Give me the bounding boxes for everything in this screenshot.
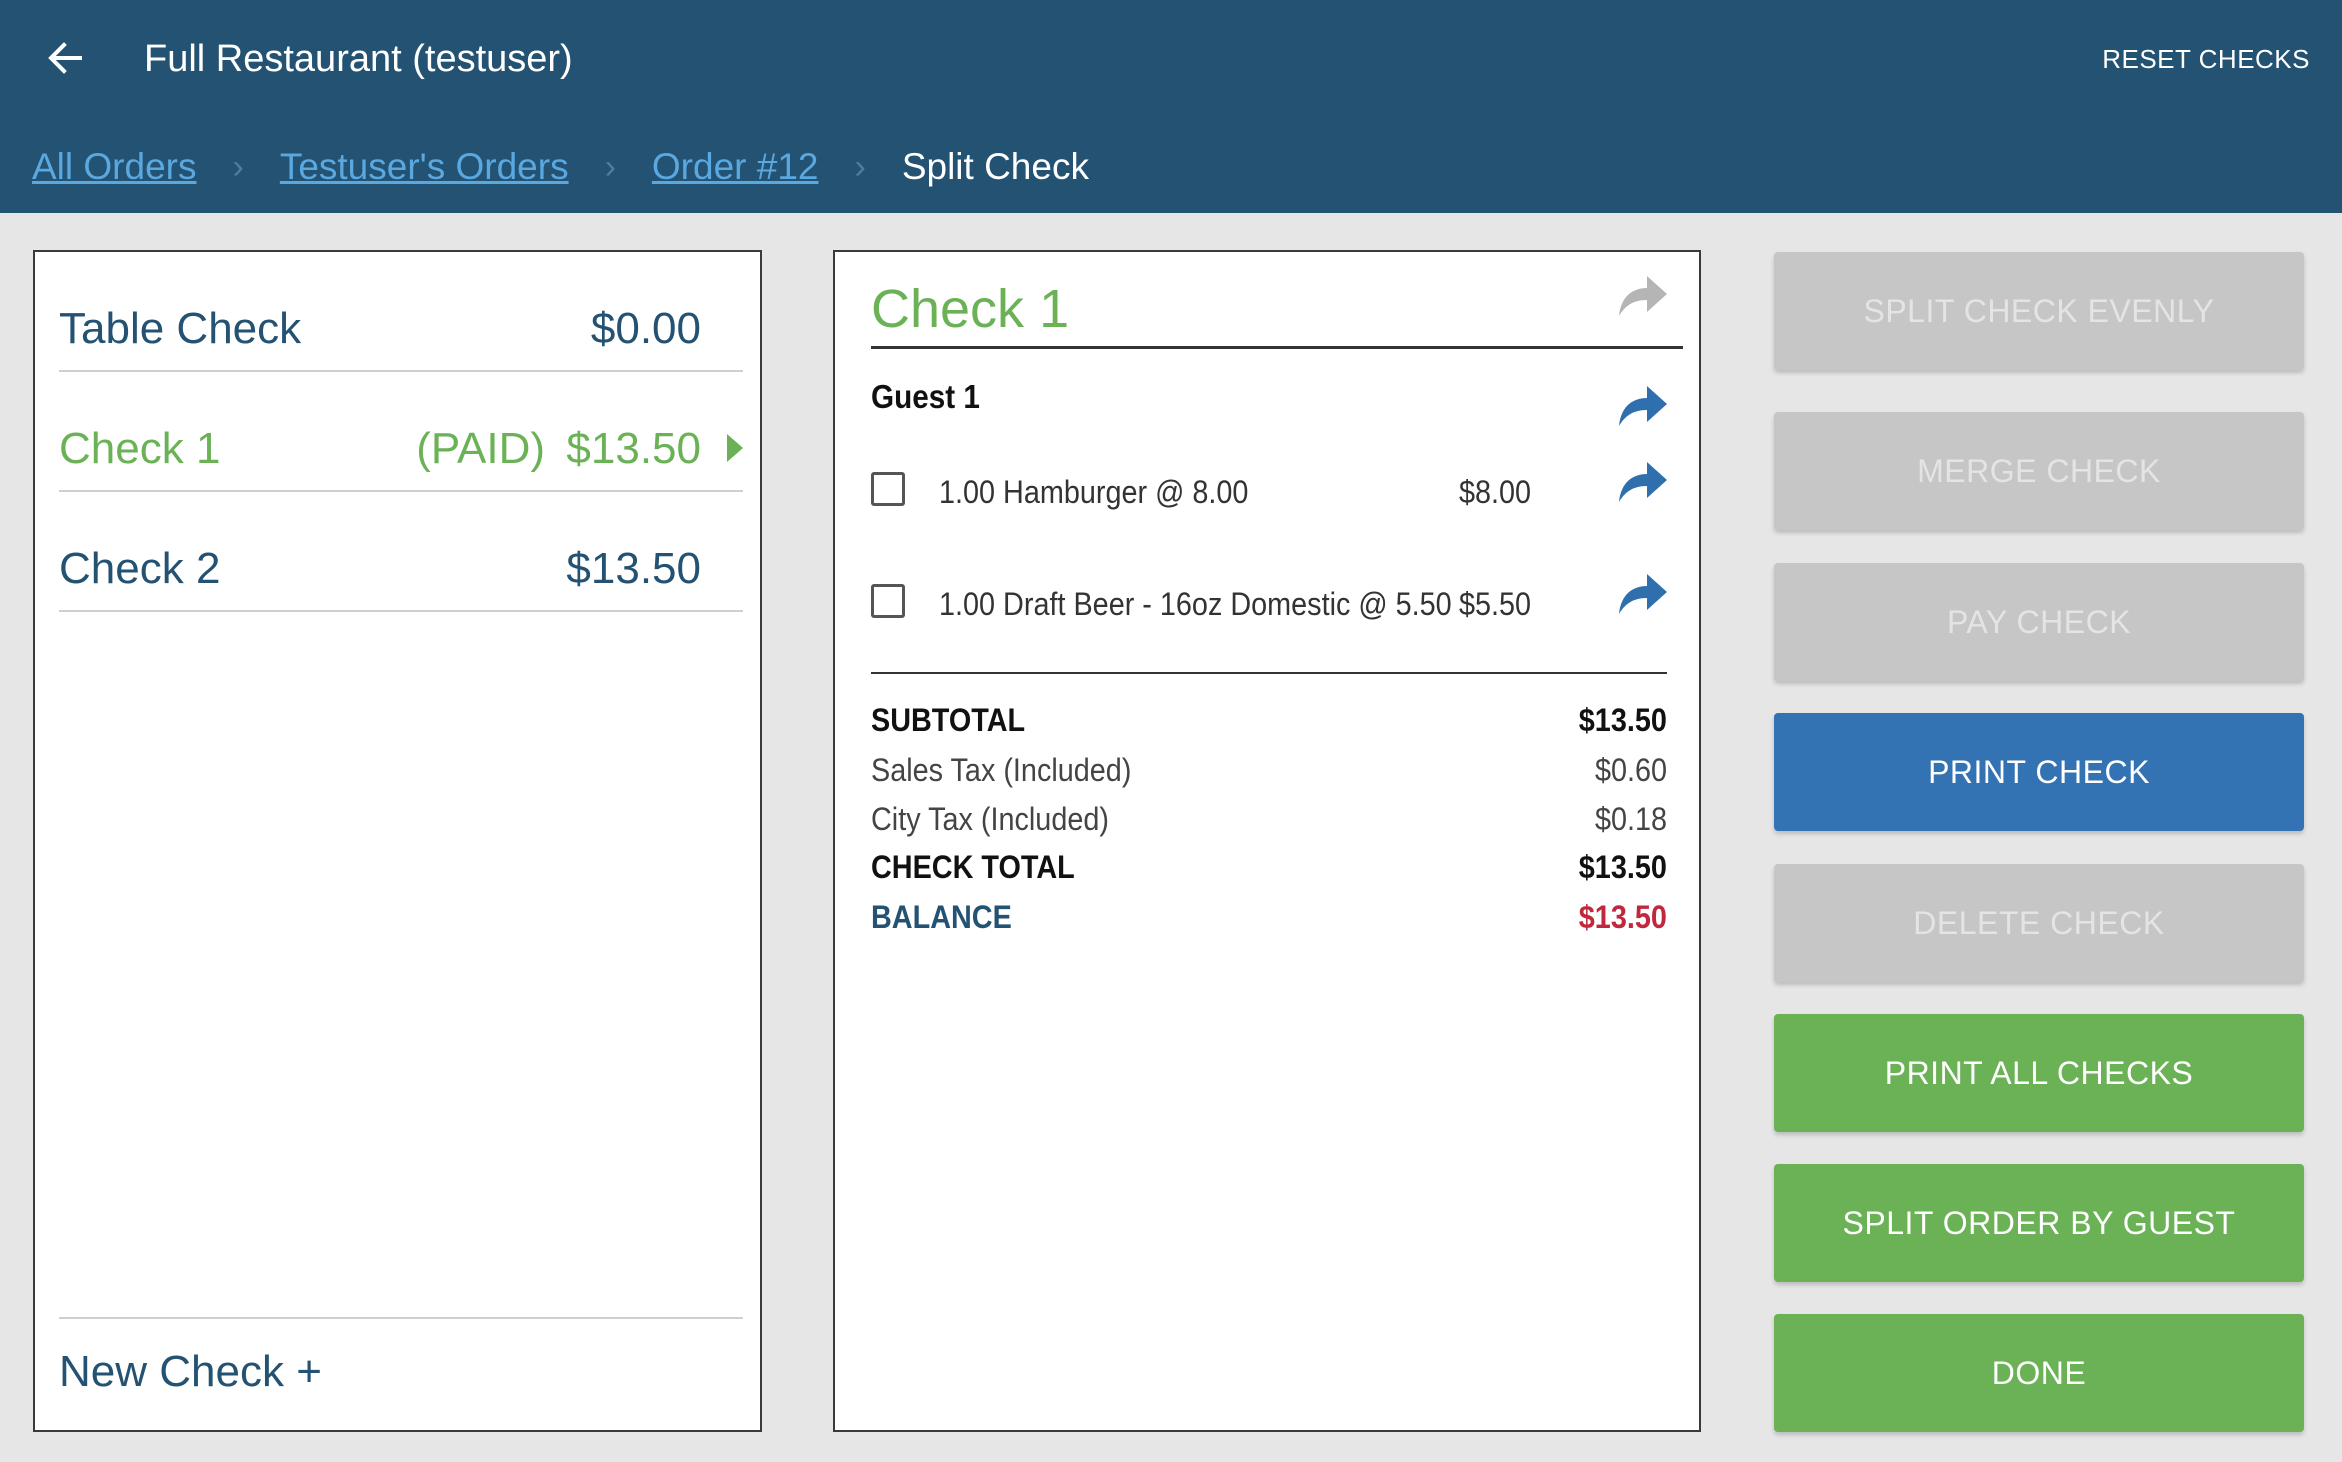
city-tax-value: $0.18 xyxy=(1594,801,1667,837)
split-check-evenly-button[interactable]: SPLIT CHECK EVENLY xyxy=(1774,252,2304,370)
subtotal-label: SUBTOTAL xyxy=(871,702,1026,738)
breadcrumb-current: Split Check xyxy=(901,146,1089,187)
back-arrow-icon xyxy=(48,42,82,74)
print-all-checks-button[interactable]: PRINT ALL CHECKS xyxy=(1774,1014,2304,1132)
check-row-table[interactable]: Table Check $0.00 xyxy=(59,252,743,372)
share-icon[interactable] xyxy=(1615,570,1669,618)
print-check-button[interactable]: PRINT CHECK xyxy=(1774,713,2304,831)
subtotal-row: SUBTOTAL $13.50 xyxy=(871,702,1667,742)
checks-list-panel: Table Check $0.00 Check 1 (PAID) $13.50 … xyxy=(33,250,762,1432)
breadcrumb: All Orders › Testuser's Orders › Order #… xyxy=(32,142,1089,192)
check-total-value: $13.50 xyxy=(1578,849,1667,885)
item-description: 1.00 Hamburger @ 8.00 xyxy=(939,474,1249,510)
selected-arrow-icon xyxy=(727,434,743,462)
chevron-right-icon: › xyxy=(232,147,244,186)
breadcrumb-all-orders[interactable]: All Orders xyxy=(32,146,197,187)
chevron-right-icon: › xyxy=(854,147,866,186)
balance-row: BALANCE $13.50 xyxy=(871,899,1667,939)
balance-label: BALANCE xyxy=(871,899,1012,935)
item-description: 1.00 Draft Beer - 16oz Domestic @ 5.50 xyxy=(939,586,1452,622)
guest-label: Guest 1 xyxy=(871,378,980,415)
check-amount: $13.50 xyxy=(566,544,701,593)
check-row-check-2[interactable]: Check 2 $13.50 xyxy=(59,492,743,612)
pay-check-button[interactable]: PAY CHECK xyxy=(1774,563,2304,681)
sales-tax-row: Sales Tax (Included) $0.60 xyxy=(871,752,1667,792)
item-price: $5.50 xyxy=(1458,586,1531,622)
list-item: 1.00 Draft Beer - 16oz Domestic @ 5.50 $… xyxy=(871,576,1651,636)
subtotal-value: $13.50 xyxy=(1578,702,1667,738)
paid-status-label: (PAID) xyxy=(416,424,545,473)
sales-tax-value: $0.60 xyxy=(1594,752,1667,788)
app-title: Full Restaurant (testuser) xyxy=(144,38,573,80)
sales-tax-label: Sales Tax (Included) xyxy=(871,752,1132,788)
share-icon[interactable] xyxy=(1615,458,1669,506)
check-detail-panel: Check 1 Guest 1 1.00 Hamburger @ 8.00 $8… xyxy=(833,250,1701,1432)
check-row-check-1[interactable]: Check 1 (PAID) $13.50 xyxy=(59,372,743,492)
split-order-by-guest-button[interactable]: SPLIT ORDER BY GUEST xyxy=(1774,1164,2304,1282)
merge-check-button[interactable]: MERGE CHECK xyxy=(1774,412,2304,530)
list-item: 1.00 Hamburger @ 8.00 $8.00 xyxy=(871,464,1651,524)
check-name: Check 1 xyxy=(59,424,221,473)
share-icon[interactable] xyxy=(1615,382,1669,430)
title-divider xyxy=(871,346,1683,349)
check-total-row: CHECK TOTAL $13.50 xyxy=(871,849,1667,889)
totals-divider xyxy=(871,672,1667,674)
share-icon[interactable] xyxy=(1615,272,1669,320)
reset-checks-button[interactable]: RESET CHECKS xyxy=(2102,44,2310,74)
check-name: Check 2 xyxy=(59,544,221,593)
breadcrumb-user-orders[interactable]: Testuser's Orders xyxy=(279,146,569,187)
check-title: Check 1 xyxy=(871,279,1070,339)
item-checkbox[interactable] xyxy=(871,584,905,618)
check-total-label: CHECK TOTAL xyxy=(871,849,1075,885)
check-amount: $0.00 xyxy=(590,304,701,353)
item-checkbox[interactable] xyxy=(871,472,905,506)
city-tax-row: City Tax (Included) $0.18 xyxy=(871,801,1667,841)
check-amount: $13.50 xyxy=(566,424,701,473)
done-button[interactable]: DONE xyxy=(1774,1314,2304,1432)
new-check-button[interactable]: New Check + xyxy=(59,1317,743,1397)
city-tax-label: City Tax (Included) xyxy=(871,801,1109,837)
breadcrumb-order[interactable]: Order #12 xyxy=(651,146,819,187)
balance-value: $13.50 xyxy=(1578,899,1667,935)
check-name: Table Check xyxy=(59,304,302,353)
app-header: Full Restaurant (testuser) RESET CHECKS … xyxy=(0,0,2342,213)
item-price: $8.00 xyxy=(1458,474,1531,510)
back-button[interactable] xyxy=(36,30,92,86)
delete-check-button[interactable]: DELETE CHECK xyxy=(1774,864,2304,982)
chevron-right-icon: › xyxy=(604,147,616,186)
